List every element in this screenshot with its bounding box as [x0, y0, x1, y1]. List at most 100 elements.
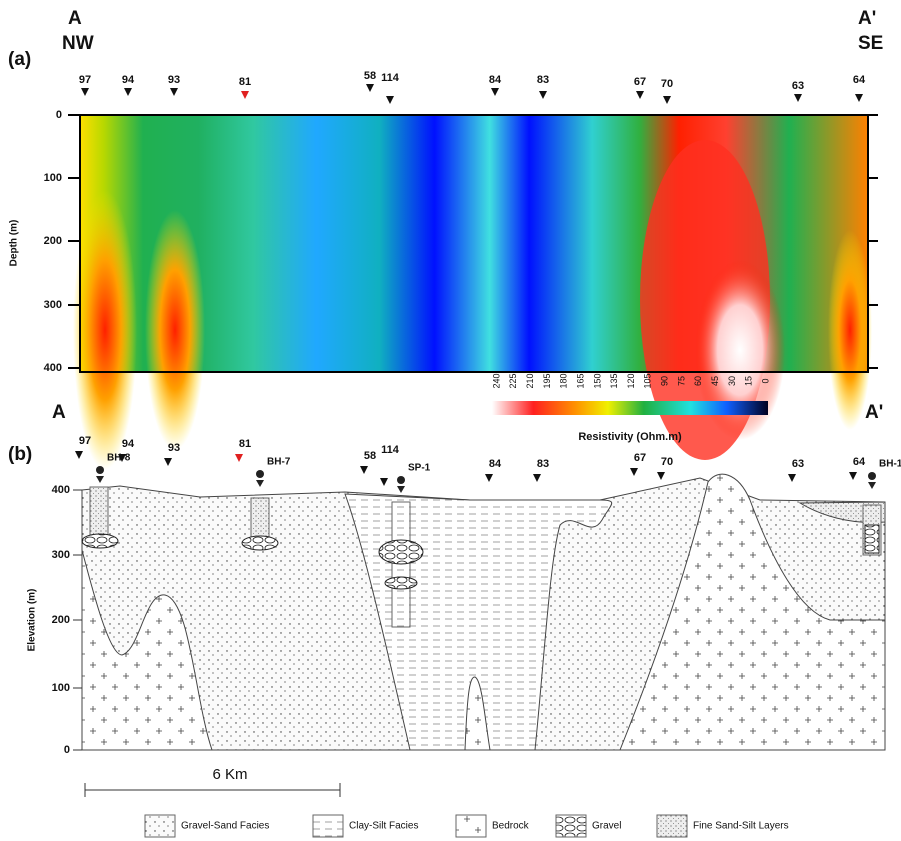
station-marker	[386, 96, 394, 104]
section-end: A'	[858, 8, 876, 29]
section-end: A'	[865, 402, 883, 423]
borehole-arrow	[256, 480, 264, 487]
borehole-arrow	[868, 482, 876, 489]
legend-swatch	[555, 814, 587, 838]
borehole-label: BH-8	[107, 453, 131, 464]
station-label: 93	[168, 74, 180, 86]
colorbar-tick-label: 30	[727, 376, 737, 386]
station-marker	[485, 474, 493, 482]
station-marker	[170, 88, 178, 96]
y-tick-label: 400	[52, 484, 70, 496]
colorbar-tick-label: 180	[559, 373, 569, 388]
station-marker	[539, 91, 547, 99]
section-end: A	[68, 8, 82, 29]
colorbar-tick-label: 45	[710, 376, 720, 386]
station-label: 81	[239, 438, 251, 450]
station-marker	[491, 88, 499, 96]
legend-swatch	[312, 814, 344, 838]
section-end: A	[52, 402, 66, 423]
legend-label: Fine Sand-Silt Layers	[693, 821, 789, 832]
borehole-symbol	[96, 466, 104, 474]
y-tick-label: 200	[44, 235, 62, 247]
y-tick-label: 200	[52, 614, 70, 626]
station-marker	[849, 472, 857, 480]
direction: SE	[858, 33, 883, 54]
colorbar-tick-label: 195	[542, 373, 552, 388]
borehole-arrow	[96, 476, 104, 483]
station-marker	[855, 94, 863, 102]
borehole-label: BH-14	[879, 459, 901, 470]
station-marker	[366, 84, 374, 92]
colorbar	[492, 401, 768, 415]
colorbar-tick-label: 0	[760, 378, 770, 383]
station-label: 58	[364, 70, 376, 82]
y-tick-label: 300	[52, 549, 70, 561]
station-marker	[360, 466, 368, 474]
legend-swatch	[656, 814, 688, 838]
station-label: 58	[364, 450, 376, 462]
colorbar-tick-label: 225	[508, 373, 518, 388]
station-marker	[663, 96, 671, 104]
station-label: 94	[122, 438, 135, 450]
station-label: 114	[381, 72, 400, 84]
y-tick-label: 0	[64, 744, 70, 756]
station-marker	[124, 88, 132, 96]
station-label: 84	[489, 458, 502, 470]
station-label: 64	[853, 74, 866, 86]
colorbar-tick-label: 105	[643, 373, 653, 388]
y-tick-label: 300	[44, 299, 62, 311]
station-marker	[235, 454, 243, 462]
colorbar-tick-label: 210	[525, 373, 535, 388]
y-axis-label: Elevation (m)	[27, 589, 38, 652]
legend-label: Clay-Silt Facies	[349, 821, 418, 832]
station-marker	[794, 94, 802, 102]
station-label: 114	[381, 444, 400, 456]
colorbar-tick-label: 150	[592, 373, 602, 388]
colorbar-tick-label: 240	[491, 373, 501, 388]
station-marker	[81, 88, 89, 96]
borehole-arrow	[397, 486, 405, 493]
station-label: 93	[168, 442, 180, 454]
y-tick-label: 100	[52, 682, 70, 694]
station-marker	[164, 458, 172, 466]
colorbar-tick-label: 165	[575, 373, 585, 388]
legend-label: Bedrock	[492, 821, 530, 832]
panel-label: (a)	[8, 49, 31, 70]
colorbar-tick-label: 120	[626, 373, 636, 388]
station-label: 97	[79, 435, 91, 447]
station-label: 97	[79, 74, 91, 86]
borehole-symbol	[868, 472, 876, 480]
station-marker	[380, 478, 388, 486]
legend-label: Gravel-Sand Facies	[181, 821, 269, 832]
station-label: 94	[122, 74, 135, 86]
scale-bar	[84, 783, 341, 797]
borehole-symbol	[397, 476, 405, 484]
colorbar-tick-label: 60	[693, 376, 703, 386]
borehole-label: BH-7	[267, 457, 291, 468]
station-label: 64	[853, 456, 866, 468]
y-axis-label: Depth (m)	[9, 220, 20, 267]
legend-swatch	[455, 814, 487, 838]
station-label: 70	[661, 78, 673, 90]
station-label: 83	[537, 458, 549, 470]
station-label: 63	[792, 458, 804, 470]
geologic-section	[81, 473, 886, 751]
station-label: 67	[634, 452, 646, 464]
y-tick-label: 400	[44, 362, 62, 374]
station-label: 70	[661, 456, 673, 468]
resistivity-section	[73, 114, 872, 470]
colorbar-label: Resistivity (Ohm.m)	[578, 431, 682, 443]
station-marker	[533, 474, 541, 482]
station-marker	[75, 451, 83, 459]
colorbar-tick-label: 90	[660, 376, 670, 386]
station-label: 84	[489, 74, 502, 86]
station-marker	[788, 474, 796, 482]
colorbar-tick-label: 75	[676, 376, 686, 386]
station-marker	[657, 472, 665, 480]
station-label: 67	[634, 76, 646, 88]
station-marker	[630, 468, 638, 476]
y-tick-label: 0	[56, 109, 62, 121]
station-label: 81	[239, 76, 251, 88]
station-label: 83	[537, 74, 549, 86]
